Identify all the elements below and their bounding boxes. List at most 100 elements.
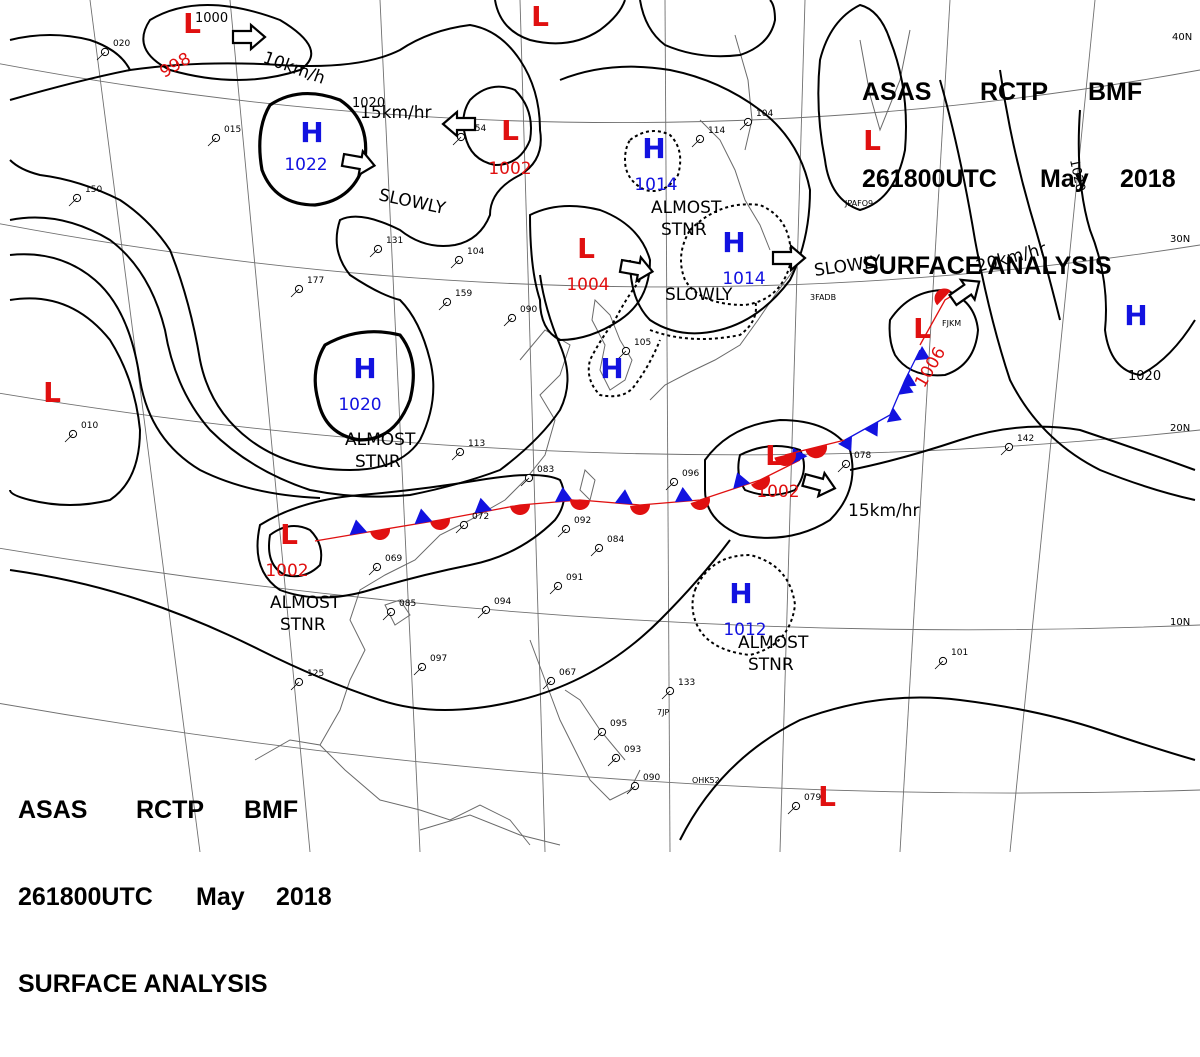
isobar-low1006 xyxy=(888,288,980,377)
station-plot: 096 xyxy=(665,469,699,491)
high-pressure-center: H 1012 xyxy=(723,577,766,640)
station-pressure: 067 xyxy=(559,668,576,678)
station-plot: 104 xyxy=(450,247,484,269)
isobar-ne-low-1000 xyxy=(142,4,313,81)
station-pressure: 142 xyxy=(1017,434,1034,444)
center-pressure-value: 1002 xyxy=(756,482,799,502)
isobar-value-label: 1020 xyxy=(1066,158,1088,193)
station-plot: 150 xyxy=(68,185,102,207)
coastlines xyxy=(254,29,911,846)
isobar-low1002-east-outer xyxy=(704,418,854,539)
coast-borneo xyxy=(419,814,561,846)
station-pressure: 113 xyxy=(468,439,485,449)
wind-barb xyxy=(590,547,600,557)
cold-front-symbol xyxy=(414,508,433,525)
wind-barb xyxy=(290,681,300,691)
wind-barb xyxy=(593,731,603,741)
wind-barb xyxy=(665,481,675,491)
station-id-label: OHK52 xyxy=(692,776,720,785)
latitude-line-40n xyxy=(0,63,1200,124)
isobar-value-label: 1000 xyxy=(195,11,228,26)
isobar-west-2 xyxy=(9,253,321,499)
isobar-west-1 xyxy=(9,216,569,498)
latitude-line-30n xyxy=(0,223,1200,288)
motion-label: ALMOST xyxy=(345,430,416,450)
dashed-trough xyxy=(587,279,661,398)
meridian-2 xyxy=(229,0,311,852)
center-pressure-value: 1002 xyxy=(488,159,531,179)
isobar-far-west xyxy=(9,34,131,71)
isobar-ne-low xyxy=(817,3,907,212)
high-pressure-center: H 1014 xyxy=(634,132,677,195)
wind-barb xyxy=(64,433,74,443)
isobar-south-band xyxy=(9,539,731,711)
header-month: May xyxy=(1040,165,1089,193)
wind-barb xyxy=(557,528,567,538)
header-bottom-line2: 261800UTC May 2018 xyxy=(18,883,332,912)
high-pressure-center: H xyxy=(600,352,623,385)
latitude-line-20n xyxy=(0,392,1200,456)
coast-sakhalin xyxy=(734,34,753,151)
center-pressure-value: 1022 xyxy=(284,155,327,175)
low-center-letter: L xyxy=(577,232,595,265)
cold-front-symbol xyxy=(914,346,930,361)
cold-front-symbol xyxy=(474,497,493,514)
motion-label: SLOWLY xyxy=(665,285,733,305)
station-plot: 142 xyxy=(1000,434,1034,456)
low-center-letter: L xyxy=(531,0,549,33)
warm-front-symbol xyxy=(751,475,770,490)
low-center-letter: L xyxy=(765,439,783,472)
header-agency: ASAS xyxy=(862,78,932,106)
center-pressure-value: 1002 xyxy=(265,561,308,581)
header-bottom-line1: ASAS RCTP BMF xyxy=(18,796,332,825)
wind-barb xyxy=(477,609,487,619)
wind-barb xyxy=(413,666,423,676)
warm-front-symbol xyxy=(630,504,650,515)
header-station-2: RCTP xyxy=(136,796,205,824)
isobar-japan-north xyxy=(559,65,812,335)
station-id-label: JPAFO9 xyxy=(844,199,873,208)
station-plot: 090 xyxy=(626,773,660,795)
motion-label: ALMOST xyxy=(651,198,722,218)
high-pressure-center: H 1022 xyxy=(284,116,327,175)
motion-arrow-low-1006 xyxy=(948,278,981,307)
header-station: RCTP xyxy=(980,78,1049,106)
warm-front-symbol xyxy=(774,452,796,466)
header-year-2: 2018 xyxy=(276,883,332,911)
header-product-2: BMF xyxy=(244,796,299,824)
wind-barb xyxy=(438,301,448,311)
station-plot: 093 xyxy=(607,745,641,767)
wind-barb xyxy=(451,451,461,461)
cold-front-symbol xyxy=(733,472,751,489)
meridian-5 xyxy=(664,0,671,852)
dashed-isobars xyxy=(587,130,797,657)
header-bottom: ASAS RCTP BMF 261800UTC May 2018 SURFACE ANA… xyxy=(18,738,332,1057)
header-agency-2: ASAS xyxy=(18,796,88,824)
surface-analysis-map: 131 177 113 083 072 069 092 084 091 094 085 097 125 0… xyxy=(0,0,1200,852)
station-pressure: 154 xyxy=(469,124,486,134)
isobar-h1020-ring xyxy=(313,330,415,442)
station-plot: 114 xyxy=(691,126,725,148)
isobar-value-label: 1020 xyxy=(1128,369,1161,384)
low-pressure-center: L 1002 xyxy=(488,114,531,179)
low-center-letter: L xyxy=(43,376,61,409)
station-pressure: 104 xyxy=(467,247,484,257)
cold-front-symbol xyxy=(838,436,852,452)
station-pressure: 084 xyxy=(607,535,624,545)
station-pressure: 083 xyxy=(537,465,554,475)
meridian-3 xyxy=(379,0,421,852)
station-plot: 094 xyxy=(477,597,511,619)
high-center-letter: H xyxy=(1124,299,1147,332)
wind-barb xyxy=(1000,446,1010,456)
wind-barb xyxy=(455,524,465,534)
wind-barb xyxy=(520,477,530,487)
station-pressure: 104 xyxy=(756,109,773,119)
cold-front-symbol xyxy=(614,489,633,505)
station-pressure: 091 xyxy=(566,573,583,583)
station-plot: 154 xyxy=(452,124,486,146)
low-pressure-center: L xyxy=(818,780,836,813)
low-center-letter: L xyxy=(501,114,519,147)
station-pressure: 072 xyxy=(472,512,489,522)
station-plot: 095 xyxy=(593,719,627,741)
high-center-letter: H xyxy=(300,116,323,149)
